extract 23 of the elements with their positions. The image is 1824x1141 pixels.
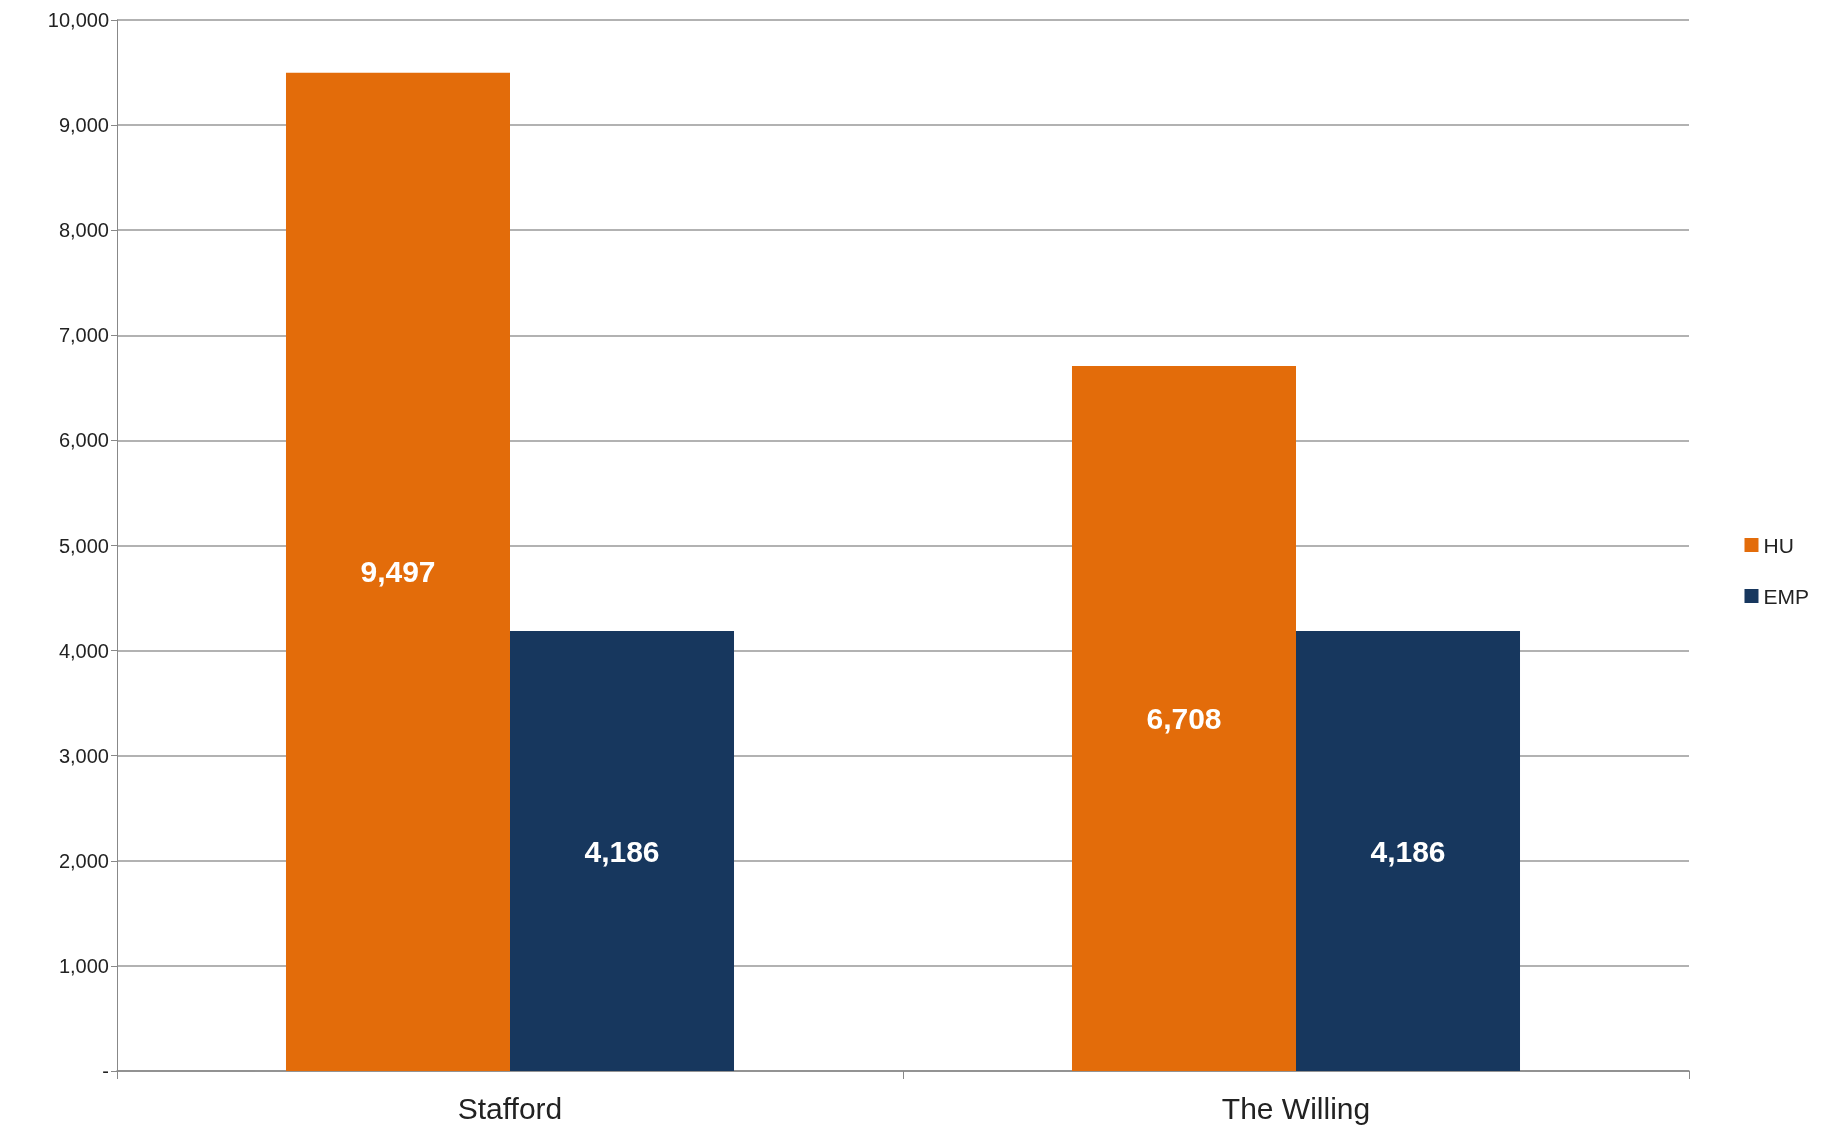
data-label: 4,186 xyxy=(584,834,660,868)
y-tick-label: 4,000 xyxy=(58,639,109,662)
data-label: 9,497 xyxy=(360,555,436,589)
bar xyxy=(1296,631,1521,1071)
y-tick-label: 5,000 xyxy=(58,534,109,557)
y-tick-label: 2,000 xyxy=(58,849,109,872)
bar xyxy=(510,631,735,1071)
y-tick-label: 3,000 xyxy=(58,744,109,767)
y-tick-label: 10,000 xyxy=(47,9,109,31)
y-tick-label: 9,000 xyxy=(58,114,109,137)
y-tick-label: 1,000 xyxy=(58,954,109,977)
x-tick-label: The Willing xyxy=(1221,1091,1371,1125)
data-label: 6,708 xyxy=(1146,701,1222,735)
data-label: 4,186 xyxy=(1370,834,1446,868)
legend-label: HU xyxy=(1763,533,1794,557)
y-tick-label: 6,000 xyxy=(58,429,109,452)
y-tick-label: - xyxy=(102,1060,109,1082)
x-tick-label: Stafford xyxy=(457,1091,563,1125)
bar xyxy=(285,72,510,1071)
y-tick-label: 7,000 xyxy=(58,324,109,347)
y-tick-label: 8,000 xyxy=(58,219,109,242)
legend-label: EMP xyxy=(1763,584,1810,608)
bar xyxy=(1071,365,1296,1071)
